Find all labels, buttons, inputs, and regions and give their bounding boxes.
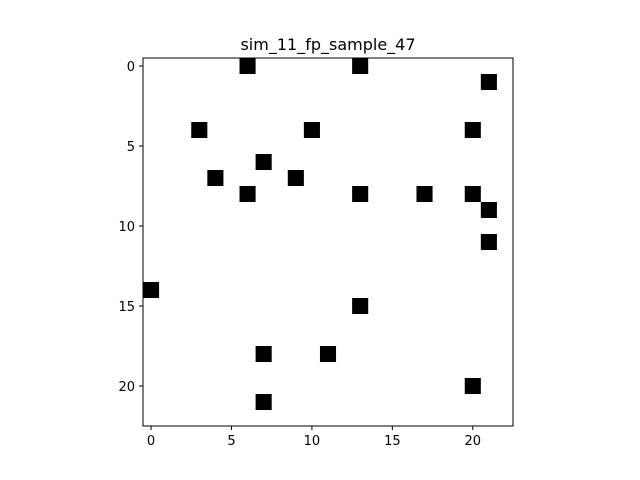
heatmap-cell	[255, 154, 272, 170]
plot-frame	[142, 57, 514, 427]
heatmap-cell	[352, 298, 369, 314]
heatmap-cell	[303, 122, 320, 138]
y-tick-label: 0	[127, 60, 135, 75]
plot-background	[143, 58, 513, 426]
heatmap-cell	[319, 346, 337, 362]
x-tick-label: 20	[465, 434, 482, 449]
x-tick-label: 10	[304, 434, 321, 449]
y-tick-label: 10	[118, 220, 135, 235]
heatmap-cell	[464, 122, 481, 138]
y-tick-label: 20	[118, 380, 135, 395]
heatmap-cell	[464, 378, 481, 394]
heatmap-cell	[239, 186, 256, 202]
heatmap-cell	[207, 170, 224, 186]
heatmap-cell	[464, 186, 481, 202]
x-tick-label: 15	[384, 434, 401, 449]
heatmap-cell	[480, 74, 497, 90]
heatmap-cell	[287, 170, 304, 186]
heatmap-cell	[255, 346, 272, 362]
heatmap-cell	[143, 282, 160, 298]
plot-area: 0 5 10 15 20 0 5 10 15 20	[118, 57, 514, 449]
x-tick-label: 5	[227, 434, 235, 449]
heatmap-cell	[480, 202, 497, 218]
heatmap-cell	[352, 186, 369, 202]
y-tick-label: 15	[118, 300, 135, 315]
heatmap-cell	[239, 58, 256, 74]
chart-title: sim_11_fp_sample_47	[240, 35, 415, 55]
heatmap-cell	[255, 394, 272, 410]
heatmap-cell	[416, 186, 433, 202]
y-tick-label: 5	[127, 140, 135, 155]
heatmap-cell	[191, 122, 208, 138]
heatmap-cell	[352, 58, 369, 74]
heatmap-cell	[480, 234, 497, 250]
x-tick-label: 0	[147, 434, 155, 449]
